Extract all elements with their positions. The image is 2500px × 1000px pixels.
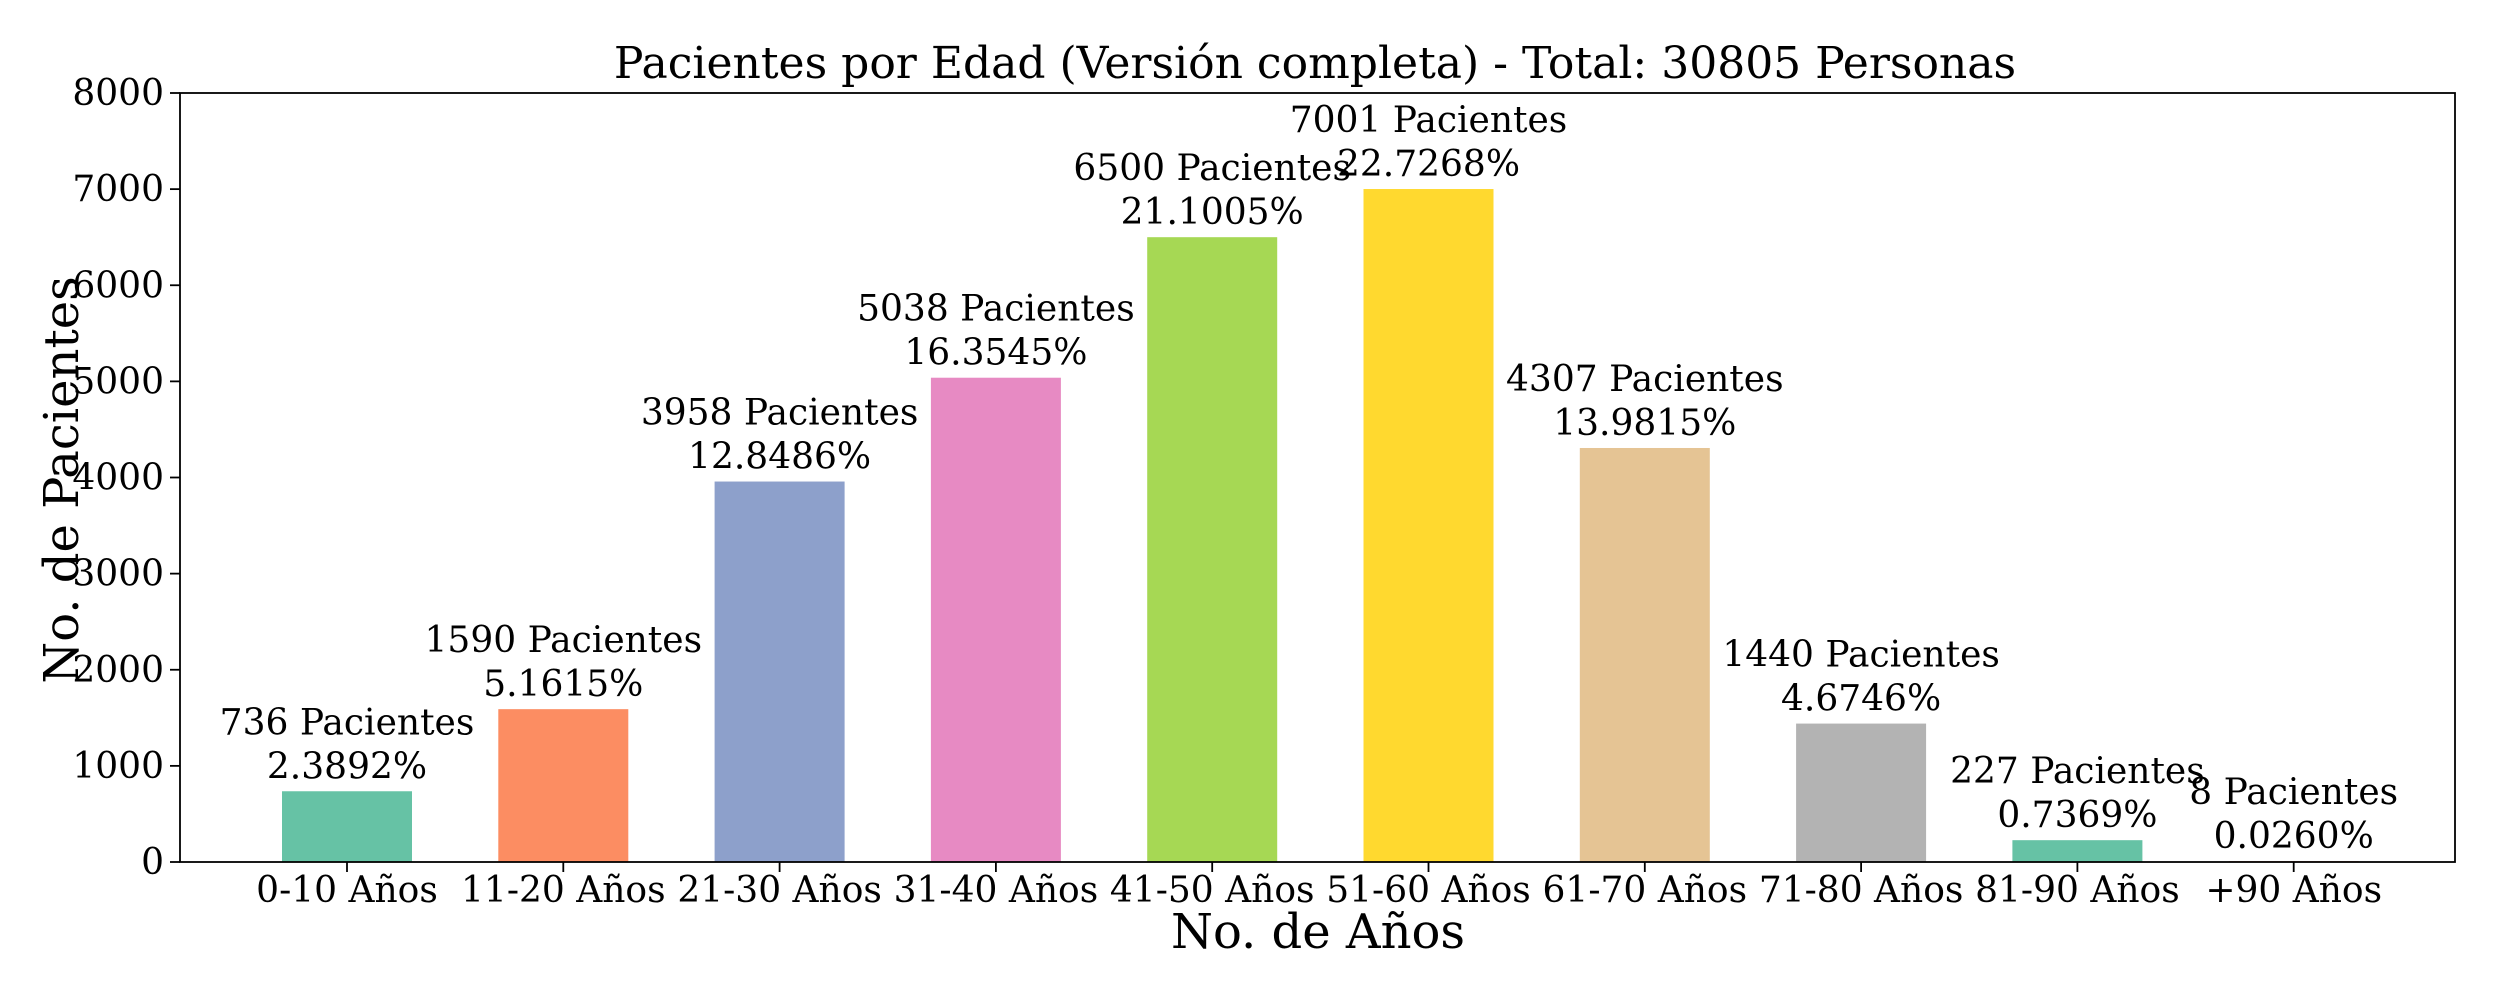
- bar-percent-label: 2.3892%: [267, 746, 427, 787]
- x-tick-label: 51-60 Años: [1326, 870, 1531, 911]
- x-tick-label: 41-50 Años: [1110, 870, 1315, 911]
- bar-percent-label: 0.0260%: [2214, 816, 2374, 857]
- plot-frame: [179, 92, 2456, 863]
- bar-1: [282, 791, 412, 862]
- y-axis-label: No. de Pacientes: [34, 276, 90, 684]
- bar-count-label: 5038 Pacientes: [857, 289, 1135, 330]
- bar-count-label: 8 Pacientes: [2189, 772, 2398, 813]
- x-tick-label: 11-20 Años: [461, 870, 666, 911]
- bar-percent-label: 12.8486%: [688, 437, 871, 478]
- bar-percent-label: 16.3545%: [904, 333, 1087, 374]
- y-tick-label: 1000: [72, 746, 164, 787]
- chart-title: Pacientes por Edad (Versión completa) - …: [614, 38, 2016, 89]
- bar-5: [1147, 237, 1278, 862]
- bar-count-label: 7001 Pacientes: [1290, 100, 1568, 141]
- bar-8: [1796, 723, 1927, 862]
- bar-percent-label: 0.7369%: [1997, 795, 2157, 836]
- x-tick-label: 31-40 Años: [894, 870, 1099, 911]
- y-tick-label: 6000: [72, 265, 164, 306]
- bar-count-label: 227 Pacientes: [1950, 751, 2205, 792]
- x-ticks-group: 0-10 Años 11-20 Años 21-30 Años 31-40 Años 4…: [256, 862, 2382, 911]
- x-tick-label: 21-30 Años: [677, 870, 882, 911]
- y-tick-label: 7000: [72, 169, 164, 210]
- y-tick-label: 3000: [72, 554, 164, 595]
- bar-count-label: 3958 Pacientes: [641, 393, 919, 434]
- x-tick-label: 0-10 Años: [256, 870, 438, 911]
- bar-count-label: 4307 Pacientes: [1506, 359, 1784, 400]
- bar-count-label: 6500 Pacientes: [1073, 148, 1351, 189]
- bar-percent-label: 4.6746%: [1781, 679, 1941, 720]
- y-tick-label: 8000: [72, 73, 164, 114]
- y-tick-label: 0: [141, 842, 164, 883]
- bar-3: [714, 481, 845, 862]
- x-axis-label: No. de Años: [1171, 904, 1465, 960]
- x-tick-label: 81-90 Años: [1975, 870, 2180, 911]
- y-ticks-group: 0 1000 2000 3000 4000 5000 6000 7000 8000: [72, 73, 180, 883]
- bar-count-label: 1590 Pacientes: [425, 620, 703, 661]
- x-tick-label: 61-70 Años: [1543, 870, 1748, 911]
- bar-2: [498, 709, 629, 862]
- y-tick-label: 4000: [72, 458, 164, 499]
- y-tick-label: 2000: [72, 650, 164, 691]
- x-tick-label: +90 Años: [2205, 870, 2382, 911]
- bar-count-label: 1440 Pacientes: [1722, 635, 2000, 676]
- y-tick-label: 5000: [72, 361, 164, 402]
- bar-7: [1579, 447, 1710, 862]
- bar-percent-label: 21.1005%: [1121, 192, 1304, 233]
- bar-count-label: 736 Pacientes: [220, 702, 475, 743]
- bars-group: [282, 189, 2359, 862]
- bar-6: [1363, 189, 1494, 862]
- bar-percent-label: 13.9815%: [1553, 403, 1736, 444]
- bar-percent-label: 5.1615%: [483, 664, 643, 705]
- bar-9: [2012, 840, 2143, 862]
- bar-4: [930, 377, 1061, 862]
- bar-percent-label: 22.7268%: [1337, 144, 1520, 185]
- x-tick-label: 71-80 Años: [1759, 870, 1964, 911]
